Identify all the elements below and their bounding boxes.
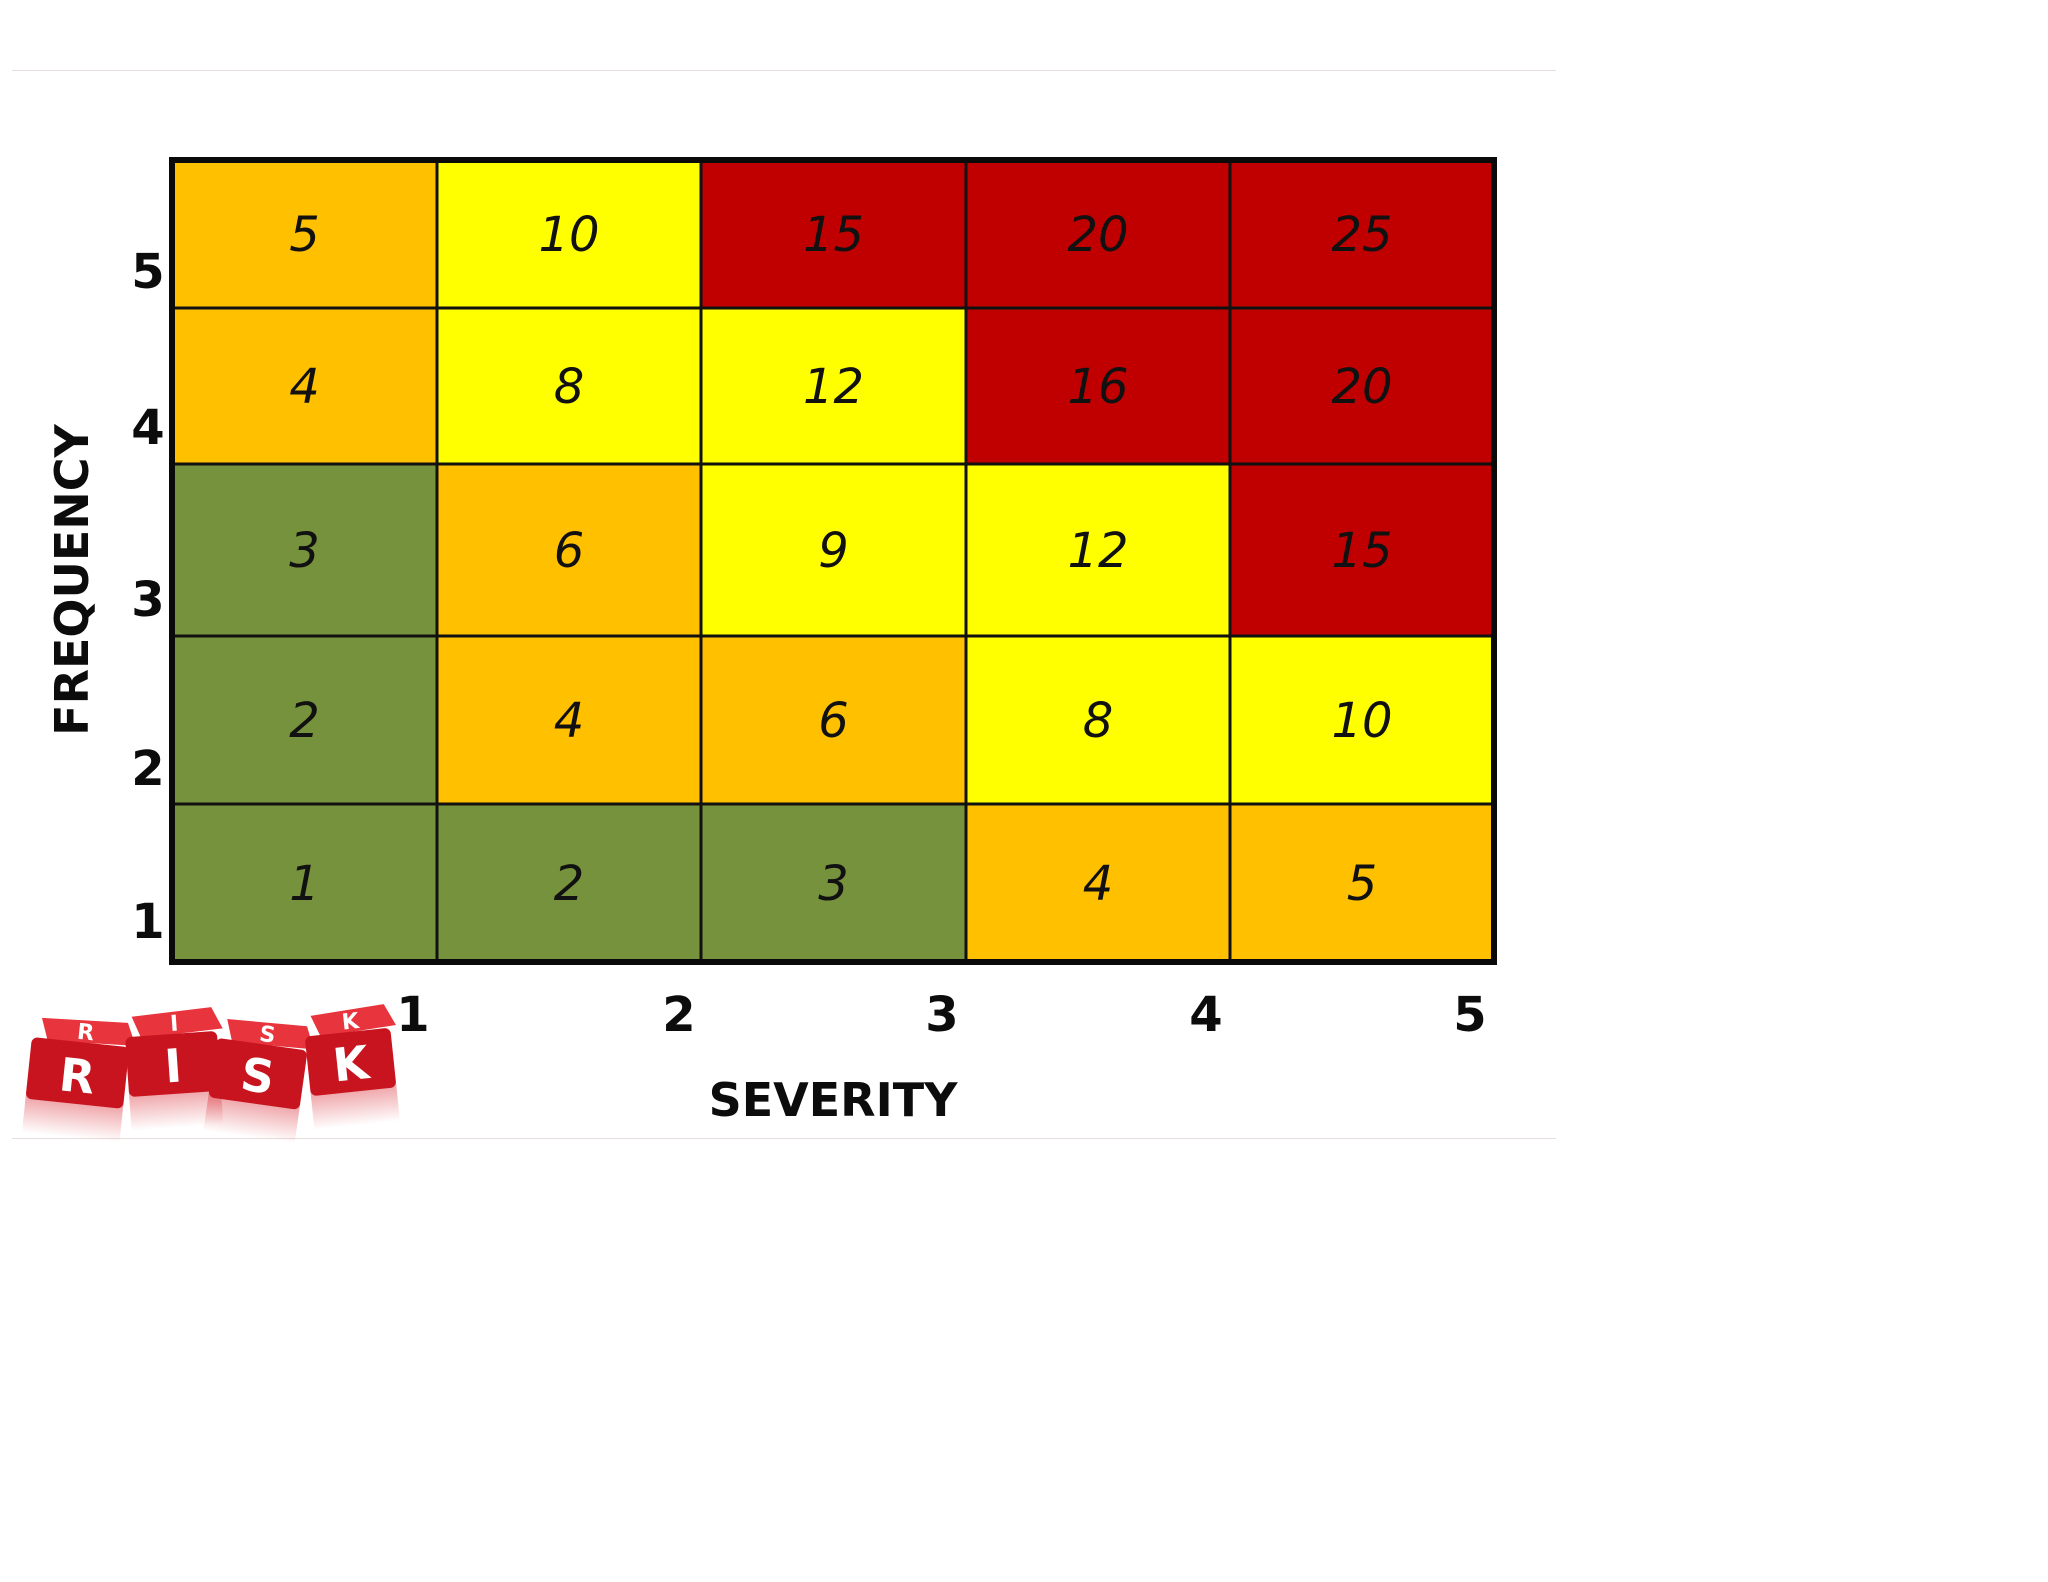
matrix-cell-f4-s1 [170,306,439,466]
x-tick-5: 5 [1453,987,1486,1043]
y-tick-3: 3 [131,572,164,628]
cell-value-f2-s2: 4 [554,693,585,749]
cell-value-f4-s4: 16 [1067,359,1128,415]
cell-value-f5-s2: 10 [538,207,599,263]
svg-text:S: S [258,1022,277,1049]
cell-value-f1-s3: 3 [818,856,849,912]
matrix-cells [169,157,1497,965]
matrix-cell-f3-s4 [964,462,1232,638]
svg-text:I: I [169,1012,179,1038]
y-tick-2: 2 [131,741,164,797]
matrix-cell-f1-s2 [435,802,703,964]
svg-text:R: R [57,1047,98,1104]
cell-value-f1-s1: 1 [289,856,320,912]
cell-value-f5-s5: 25 [1331,207,1392,263]
cell-value-f4-s2: 8 [554,359,585,415]
matrix-cell-f2-s5 [1228,634,1496,806]
svg-text:I: I [163,1038,184,1093]
x-tick-1: 1 [396,987,429,1043]
matrix-cell-labels: 5 10 15 20 254 8 12 16 203 6 9 12 152 4 6 8 101 2 3 4 5 [289,207,1392,912]
cell-value-f3-s1: 3 [289,523,320,579]
x-tick-4: 4 [1189,987,1222,1043]
y-axis-ticks: 1 2 3 4 5 [131,244,164,950]
svg-text:R: R [76,1020,96,1047]
cell-value-f1-s2: 2 [554,856,585,912]
svg-text:K: K [341,1009,362,1036]
matrix-cell-f4-s5 [1228,306,1496,466]
cell-value-f4-s1: 4 [289,359,320,415]
matrix-cell-f4-s2 [435,306,703,466]
x-axis-ticks: 1 2 3 4 5 [396,987,1486,1043]
cell-value-f1-s5: 5 [1347,856,1378,912]
cell-value-f5-s1: 5 [289,207,320,263]
cell-value-f4-s3: 12 [803,359,864,415]
cell-value-f3-s2: 6 [554,523,585,579]
top-divider [12,70,1556,71]
matrix-cell-f1-s1 [170,802,439,964]
cell-value-f5-s3: 15 [803,207,864,263]
x-tick-2: 2 [662,987,695,1043]
cell-value-f2-s1: 2 [289,693,320,749]
matrix-border [169,157,1497,965]
y-tick-1: 1 [131,894,164,950]
logo-die-k: KK [305,1004,401,1131]
x-axis-title: SEVERITY [709,1073,958,1127]
matrix-cell-f2-s1 [170,634,439,806]
matrix-cell-f5-s2 [435,158,703,310]
logo-die-i: II [125,1007,224,1132]
matrix-cell-f2-s3 [699,634,968,806]
matrix-cell-f1-s3 [699,802,968,964]
cell-value-f2-s3: 6 [818,693,849,749]
x-tick-3: 3 [925,987,958,1043]
cell-value-f1-s4: 4 [1083,856,1114,912]
cell-value-f3-s5: 15 [1331,523,1392,579]
svg-text:S: S [237,1047,277,1105]
matrix-cell-f4-s3 [699,306,968,466]
y-tick-4: 4 [131,400,164,456]
y-tick-5: 5 [131,244,164,300]
matrix-cell-f3-s2 [435,462,703,638]
svg-text:K: K [330,1035,373,1093]
logo-die-r: RR [21,1017,136,1143]
cell-value-f2-s4: 8 [1083,693,1114,749]
cell-value-f3-s3: 9 [818,523,849,579]
cell-value-f2-s5: 10 [1331,693,1392,749]
matrix-cell-f1-s5 [1228,802,1496,964]
matrix-cell-f2-s4 [964,634,1232,806]
cell-value-f4-s5: 20 [1331,359,1392,415]
bottom-divider [12,1138,1556,1139]
matrix-cell-f2-s2 [435,634,703,806]
logo-die-s: SS [203,1019,314,1144]
y-axis-title: FREQUENCY [45,423,99,735]
cell-value-f5-s4: 20 [1067,207,1128,263]
cell-value-f3-s4: 12 [1067,523,1128,579]
